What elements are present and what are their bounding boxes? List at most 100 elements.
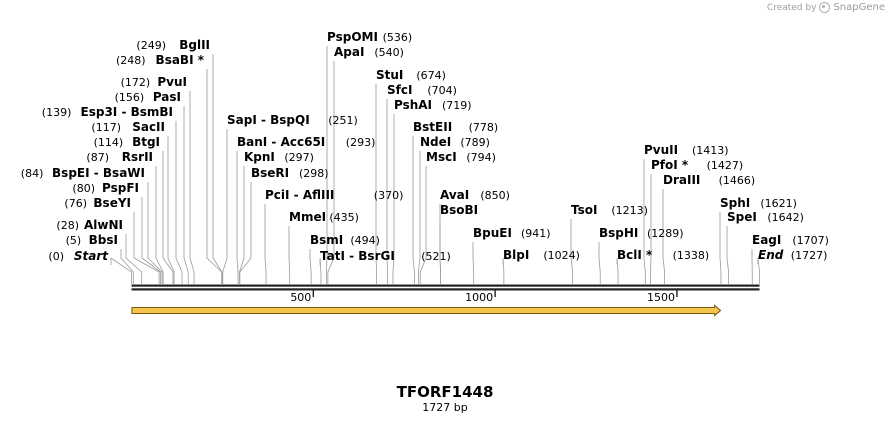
leader-bpuei [472,242,475,284]
site-label-end[interactable]: End [758,248,784,262]
site-label-pshai[interactable]: PshAI [394,98,432,112]
leader-bsabi [206,69,223,284]
leader-tsoi [570,219,573,284]
leader-sapi-bspqi [222,129,228,284]
site-pos-draiii: (1466) [719,174,756,187]
site-label-sfci[interactable]: SfcI [387,83,412,97]
site-label-bspei-bsawi[interactable]: BspEI - BsaWI [52,166,145,180]
site-label-sphi[interactable]: SphI [720,196,750,210]
site-label-eagi[interactable]: EagI [752,233,781,247]
site-label-tsoi[interactable]: TsoI [571,203,597,217]
site-pos-bcli: (1338) [673,249,710,262]
backbone-top-strand [131,284,760,287]
site-labels: Start (0) BbsI (5)AlwNI (28) BseYI (76) PspFI (8… [21,30,829,263]
site-pos-sacii: (117) [91,121,121,134]
leader-stui [375,84,377,284]
map-title: TFORF1448 [397,383,494,401]
site-label-bglii[interactable]: BglII [179,38,210,52]
site-label-bsmi[interactable]: BsmI [310,233,343,247]
site-label-kpni[interactable]: KpnI [244,150,275,164]
site-pos-bseyi: (76) [64,197,87,210]
site-pos-bspei-bsawi: (84) [21,167,44,180]
credit-prefix: Created by [766,2,817,13]
leader-tati-bsrgi [319,257,322,284]
site-label-btgi[interactable]: BtgI [132,135,160,149]
site-label-bbsi[interactable]: BbsI [89,233,118,247]
site-label-blpi[interactable]: BlpI [503,248,529,262]
leader-start [110,257,132,284]
site-label-pcii-afliii[interactable]: PciI - AflIII [265,188,334,202]
site-label-bsteii[interactable]: BstEII [413,120,452,134]
site-label-pfoi[interactable]: PfoI * [651,158,689,172]
site-label-bsphi[interactable]: BspHI [599,226,638,240]
site-pos-alwni: (28) [56,219,79,232]
site-label-alwni[interactable]: AlwNI [84,218,123,232]
site-label-sacii[interactable]: SacII [132,120,165,134]
site-pos-esp3i-bsmbi: (139) [42,106,72,119]
site-label-sapi-bspqi[interactable]: SapI - BspQI [227,113,310,127]
leader-btgi [162,151,174,284]
leader-bspei-bsawi [147,182,163,284]
site-label-bcli[interactable]: BclI * [617,248,653,262]
site-label-avai[interactable]: AvaI [440,188,469,202]
site-label-pspfi[interactable]: PspFI [102,181,139,195]
site-leader-lines [110,46,760,284]
leader-pvui [189,91,195,284]
site-pos-pfoi: (1427) [707,159,744,172]
site-label-bsabi[interactable]: BsaBI * [156,53,205,67]
site-pos-btgi: (114) [94,136,124,149]
leader-bbsi [120,249,134,284]
site-label-mmei[interactable]: MmeI [289,210,326,224]
site-pos-bsphi: (1289) [647,227,684,240]
leader-bseri [239,182,252,284]
site-label-pvuii[interactable]: PvuII [644,143,678,157]
snapgene-logo-icon [819,2,831,13]
leader-end [757,257,760,284]
site-pos-pcii-afliii: (370) [374,189,404,202]
orf-arrow[interactable] [131,304,722,317]
backbone-bottom-strand [131,288,760,291]
site-label-bsobi[interactable]: BsoBI [440,203,478,217]
site-label-start[interactable]: Start [74,249,109,263]
site-label-bseri[interactable]: BseRI [251,166,289,180]
ruler-ticks: 500 1000 1500 [290,290,678,304]
site-pos-bseri: (298) [299,167,329,180]
site-pos-start: (0) [48,250,64,263]
site-label-tati-bsrgi[interactable]: TatI - BsrGI [320,249,395,263]
site-pos-avai: (850) [480,189,510,202]
leader-bsteii [412,136,415,284]
site-label-pspomi[interactable]: PspOMI [327,30,378,44]
orf-feature[interactable] [131,304,722,317]
site-label-ndei[interactable]: NdeI [420,135,451,149]
site-label-draiii[interactable]: DraIII [663,173,700,187]
site-label-bseyi[interactable]: BseYI [93,196,131,210]
site-label-pvui[interactable]: PvuI [157,75,187,89]
leader-blpi [502,257,505,284]
leader-draiii [662,189,665,284]
site-label-apai[interactable]: ApaI [334,45,364,59]
site-pos-apai: (540) [374,46,404,59]
tick-label-1000: 1000 [465,291,493,304]
site-label-bpuei[interactable]: BpuEI [473,226,512,240]
leader-bsphi [598,242,601,284]
leader-esp3i-bsmbi [175,121,183,284]
leader-pshai [392,114,395,284]
site-pos-stui: (674) [416,69,446,82]
leader-sfci [386,99,388,284]
site-label-spei[interactable]: SpeI [727,210,757,224]
leader-bglii [212,54,223,284]
site-label-msci[interactable]: MscI [426,150,457,164]
site-pos-bsteii: (778) [469,121,499,134]
site-label-pasi[interactable]: PasI [153,90,181,104]
site-label-stui[interactable]: StuI [376,68,403,82]
leader-bsobi [439,219,441,284]
site-pos-end: (1727) [791,249,828,262]
dna-backbone [131,284,760,291]
site-label-rsrii[interactable]: RsrII [122,150,153,164]
site-pos-kpni: (297) [284,151,314,164]
site-pos-bglii: (249) [136,39,166,52]
site-pos-pvui: (172) [121,76,151,89]
site-label-esp3i-bsmbi[interactable]: Esp3I - BsmBI [81,105,173,119]
site-label-bani-acc65i[interactable]: BanI - Acc65I [237,135,325,149]
